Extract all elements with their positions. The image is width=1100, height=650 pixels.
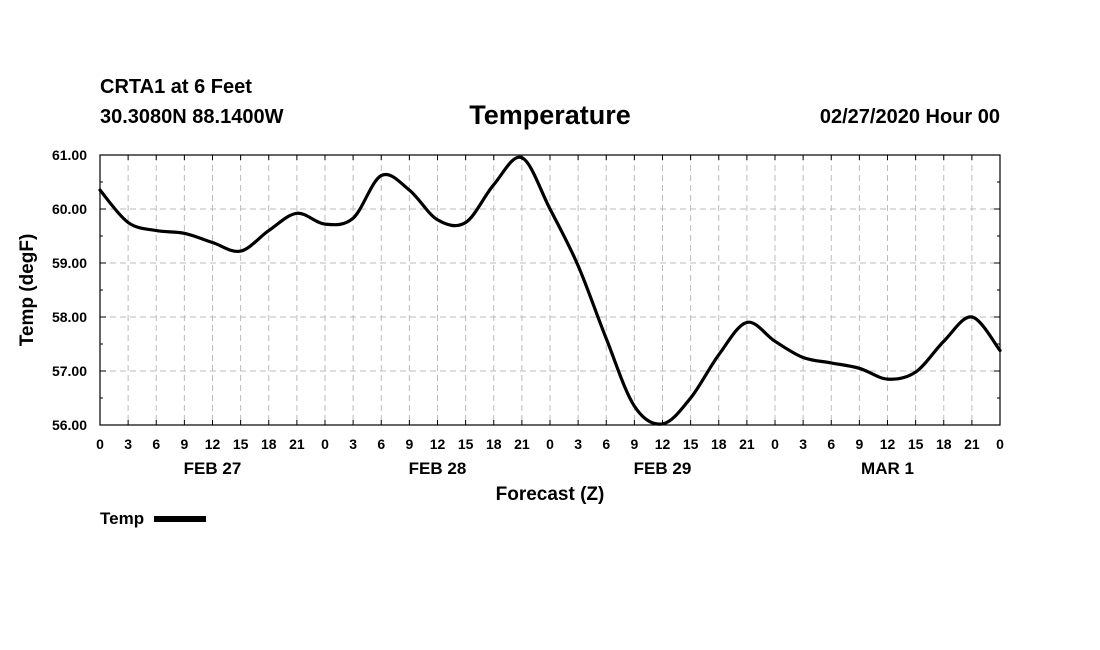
temp-data-point	[633, 404, 636, 408]
x-axis-label: Forecast (Z)	[496, 484, 605, 505]
temp-data-point	[858, 367, 861, 370]
x-tick-label: 9	[405, 436, 413, 452]
x-tick-label: 18	[486, 436, 502, 452]
x-tick-label: 21	[739, 436, 755, 452]
plot-frame	[99, 154, 1001, 426]
temp-data-point	[942, 340, 945, 343]
temp-data-point	[661, 422, 664, 426]
station-label: CRTA1 at 6 Feet	[100, 76, 252, 98]
y-tick-label: 59.00	[52, 255, 87, 271]
y-tick-label: 58.00	[52, 309, 87, 325]
temp-data-point	[801, 356, 805, 359]
x-tick-label: 21	[964, 436, 980, 452]
x-tick-label: 18	[261, 436, 277, 452]
temp-data-point	[830, 361, 833, 365]
x-tick-label: 0	[321, 436, 329, 452]
temp-data-point	[886, 377, 889, 381]
temp-data-point	[717, 353, 720, 356]
x-tick-label: 0	[96, 436, 104, 452]
temp-data-point	[436, 218, 439, 221]
x-tick-label: 0	[546, 436, 554, 452]
day-label: MAR 1	[861, 459, 914, 478]
x-tick-label: 9	[630, 436, 638, 452]
x-tick-label: 12	[655, 436, 671, 452]
temp-data-point	[492, 183, 495, 186]
temp-data-point	[548, 207, 552, 211]
temp-data-point	[211, 241, 214, 244]
x-tick-label: 0	[771, 436, 779, 452]
temp-data-point	[745, 321, 749, 324]
x-tick-label: 3	[574, 436, 582, 452]
day-label: FEB 27	[184, 459, 242, 478]
y-tick-label: 61.00	[52, 147, 87, 163]
temp-data-point	[408, 188, 411, 192]
temp-data-point	[295, 212, 299, 215]
x-tick-label: 15	[908, 436, 924, 452]
x-tick-label: 3	[349, 436, 357, 452]
temp-data-point	[773, 340, 777, 343]
x-tick-label: 18	[711, 436, 727, 452]
y-tick-label: 57.00	[52, 363, 87, 379]
x-tick-label: 12	[880, 436, 896, 452]
temp-data-point	[689, 396, 692, 400]
x-tick-label: 9	[180, 436, 188, 452]
x-tick-label: 15	[683, 436, 699, 452]
station-coordinates: 30.3080N 88.1400W	[100, 106, 284, 128]
y-tick-label: 60.00	[52, 201, 87, 217]
x-tick-label: 0	[996, 436, 1004, 452]
temp-data-point	[464, 221, 467, 224]
y-tick-label: 56.00	[52, 417, 87, 433]
temp-data-point	[323, 222, 327, 226]
temp-data-point	[576, 264, 580, 267]
day-label: FEB 28	[409, 459, 467, 478]
day-label: FEB 29	[634, 459, 692, 478]
temp-data-point	[351, 216, 355, 220]
x-tick-label: 6	[377, 436, 385, 452]
x-tick-label: 3	[799, 436, 807, 452]
temp-data-point	[380, 174, 383, 177]
temp-data-point	[970, 315, 974, 319]
legend-label: Temp	[100, 509, 145, 528]
x-tick-label: 15	[233, 436, 249, 452]
temp-data-point	[126, 221, 130, 224]
temp-data-point	[914, 370, 917, 374]
x-tick-label: 12	[205, 436, 221, 452]
x-tick-label: 21	[289, 436, 305, 452]
x-tick-label: 15	[458, 436, 474, 452]
x-tick-label: 6	[827, 436, 835, 452]
chart-title: Temperature	[469, 100, 631, 130]
x-tick-label: 6	[152, 436, 160, 452]
temp-data-point	[155, 229, 158, 232]
y-axis-label: Temp (degF)	[17, 234, 38, 347]
temp-data-point	[605, 337, 608, 340]
x-tick-label: 18	[936, 436, 952, 452]
temp-data-point	[239, 249, 242, 253]
x-tick-label: 3	[124, 436, 132, 452]
temp-data-point	[520, 156, 524, 159]
legend-line-swatch	[154, 516, 207, 522]
temp-data-point	[267, 229, 270, 232]
temp-data-point	[998, 349, 1002, 352]
x-tick-label: 12	[430, 436, 446, 452]
temp-data-point	[183, 232, 186, 235]
x-tick-label: 9	[855, 436, 863, 452]
x-tick-label: 21	[514, 436, 530, 452]
run-time-label: 02/27/2020 Hour 00	[819, 106, 1000, 128]
temp-data-point	[98, 188, 102, 192]
legend: Temp	[100, 509, 207, 529]
x-tick-label: 6	[602, 436, 610, 452]
